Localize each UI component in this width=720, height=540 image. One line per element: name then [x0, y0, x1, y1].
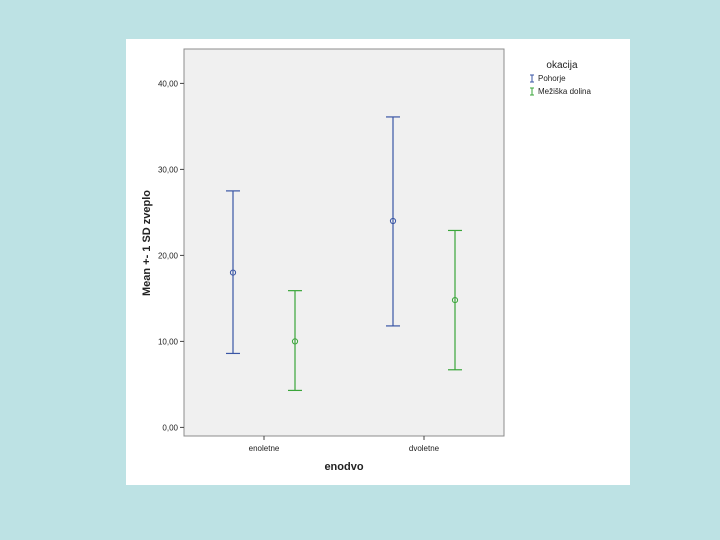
error-bar-chart: 0,00 10,00 20,00 30,00 40,00 enoletne dvoletn…: [141, 48, 591, 473]
plot-area: [183, 48, 505, 437]
y-tick-label: 0,00: [162, 423, 178, 432]
y-tick-label: 20,00: [158, 251, 179, 260]
legend: okacija Pohorje Mežiška dolina: [530, 60, 591, 96]
y-axis: 0,00 10,00 20,00 30,00 40,00: [158, 79, 184, 432]
series-Mežiška dolina: [288, 229, 462, 392]
mean-point: [229, 269, 237, 276]
series-Pohorje: [226, 116, 400, 355]
legend-label: Mežiška dolina: [538, 87, 591, 96]
data-marks: [226, 116, 462, 392]
x-axis: enoletne dvoletne: [249, 436, 440, 453]
x-axis-title: enodvo: [324, 461, 363, 473]
y-tick-label: 40,00: [158, 79, 179, 88]
y-axis-title: Mean +- 1 SD zveplo: [141, 190, 153, 296]
legend-title: okacija: [546, 60, 578, 71]
x-tick-label: enoletne: [249, 444, 280, 453]
y-tick-label: 10,00: [158, 337, 179, 346]
y-tick-label: 30,00: [158, 165, 179, 174]
chart-panel: 0,00 10,00 20,00 30,00 40,00 enoletne dvoletn…: [126, 39, 630, 485]
mean-point: [291, 338, 299, 345]
legend-label: Pohorje: [538, 74, 566, 83]
mean-point: [389, 217, 397, 225]
x-tick-label: dvoletne: [409, 444, 440, 453]
mean-point: [451, 297, 459, 304]
